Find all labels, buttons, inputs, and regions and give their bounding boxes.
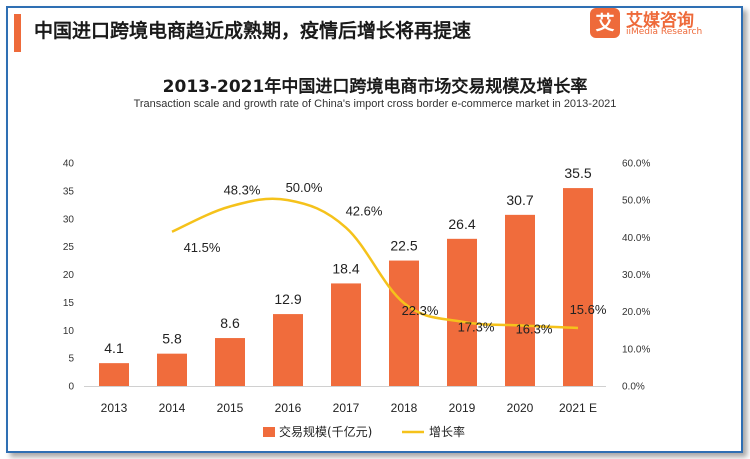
iimedia-logo: 艾 艾媒咨询 iiMedia Research <box>590 8 730 52</box>
x-tick-label: 2019 <box>449 401 476 415</box>
y-left-tick-label: 35 <box>63 186 75 197</box>
logo-name-en: iiMedia Research <box>626 27 703 37</box>
y-right-tick-label: 0.0% <box>622 382 645 393</box>
logo-mark-icon: 艾 <box>590 8 620 38</box>
chart-subtitle: Transaction scale and growth rate of Chi… <box>133 98 617 110</box>
growth-rate-label: 41.5% <box>184 240 221 255</box>
x-tick-label: 2016 <box>275 401 302 415</box>
growth-rate-line <box>171 197 579 330</box>
growth-rate-label: 22.3% <box>402 303 439 318</box>
header-title: 中国进口跨境电商趋近成熟期，疫情后增长将再提速 <box>34 20 472 42</box>
y-left-tick-label: 40 <box>63 159 75 170</box>
y-left-tick-label: 0 <box>68 382 74 393</box>
y-left-tick-label: 15 <box>63 298 75 309</box>
bar-value-label: 12.9 <box>274 291 301 307</box>
x-tick-label: 2021 E <box>559 401 597 415</box>
y-left-tick-label: 25 <box>63 242 75 253</box>
bar-2013 <box>99 363 129 386</box>
y-right-tick-label: 40.0% <box>622 233 650 244</box>
y-right-tick-label: 20.0% <box>622 307 650 318</box>
x-tick-label: 2017 <box>333 401 360 415</box>
bar-value-label: 8.6 <box>220 315 240 331</box>
growth-rate-label: 42.6% <box>346 204 383 219</box>
bar-2015 <box>215 338 245 386</box>
bar-value-label: 35.5 <box>564 165 591 181</box>
bar-2020 <box>505 214 535 386</box>
bar-2016 <box>273 314 303 386</box>
bar-2014 <box>157 353 187 386</box>
bar-value-label: 30.7 <box>506 192 533 208</box>
x-tick-label: 2014 <box>159 401 186 415</box>
x-tick-label: 2018 <box>391 401 418 415</box>
y-left-tick-label: 20 <box>63 270 75 281</box>
growth-rate-label: 15.6% <box>570 302 607 317</box>
bar-2019 <box>447 238 477 386</box>
bar-value-label: 26.4 <box>448 216 475 232</box>
y-right-tick-label: 30.0% <box>622 270 650 281</box>
header: 中国进口跨境电商趋近成熟期，疫情后增长将再提速 <box>14 12 734 54</box>
legend-bar-label: 交易规模(千亿元) <box>279 424 372 439</box>
bar-value-label: 18.4 <box>332 260 359 276</box>
bar-2018 <box>389 260 419 386</box>
bar-2017 <box>331 283 361 386</box>
bar-value-label: 5.8 <box>162 331 182 347</box>
y-left-tick-label: 30 <box>63 214 75 225</box>
growth-rate-label: 50.0% <box>286 180 323 195</box>
growth-rate-label: 48.3% <box>224 182 261 197</box>
x-tick-label: 2013 <box>101 401 128 415</box>
bar-2021 E <box>563 188 593 386</box>
logo-name-cn: 艾媒咨询 <box>626 11 694 31</box>
x-tick-label: 2015 <box>217 401 244 415</box>
growth-rate-label: 16.3% <box>516 321 553 336</box>
legend-bar-swatch <box>263 427 275 437</box>
y-right-tick-label: 50.0% <box>622 196 650 207</box>
y-right-tick-label: 60.0% <box>622 159 650 170</box>
growth-rate-label: 17.3% <box>458 320 495 335</box>
bar-value-label: 4.1 <box>104 340 124 356</box>
x-tick-label: 2020 <box>507 401 534 415</box>
y-right-tick-label: 10.0% <box>622 344 650 355</box>
header-accent-bar <box>14 14 21 52</box>
legend-line-label: 增长率 <box>429 424 465 439</box>
chart-title: 2013-2021年中国进口跨境电商市场交易规模及增长率 <box>162 77 588 97</box>
bar-value-label: 22.5 <box>390 238 417 254</box>
y-left-tick-label: 10 <box>63 326 75 337</box>
y-left-tick-label: 5 <box>68 354 74 365</box>
